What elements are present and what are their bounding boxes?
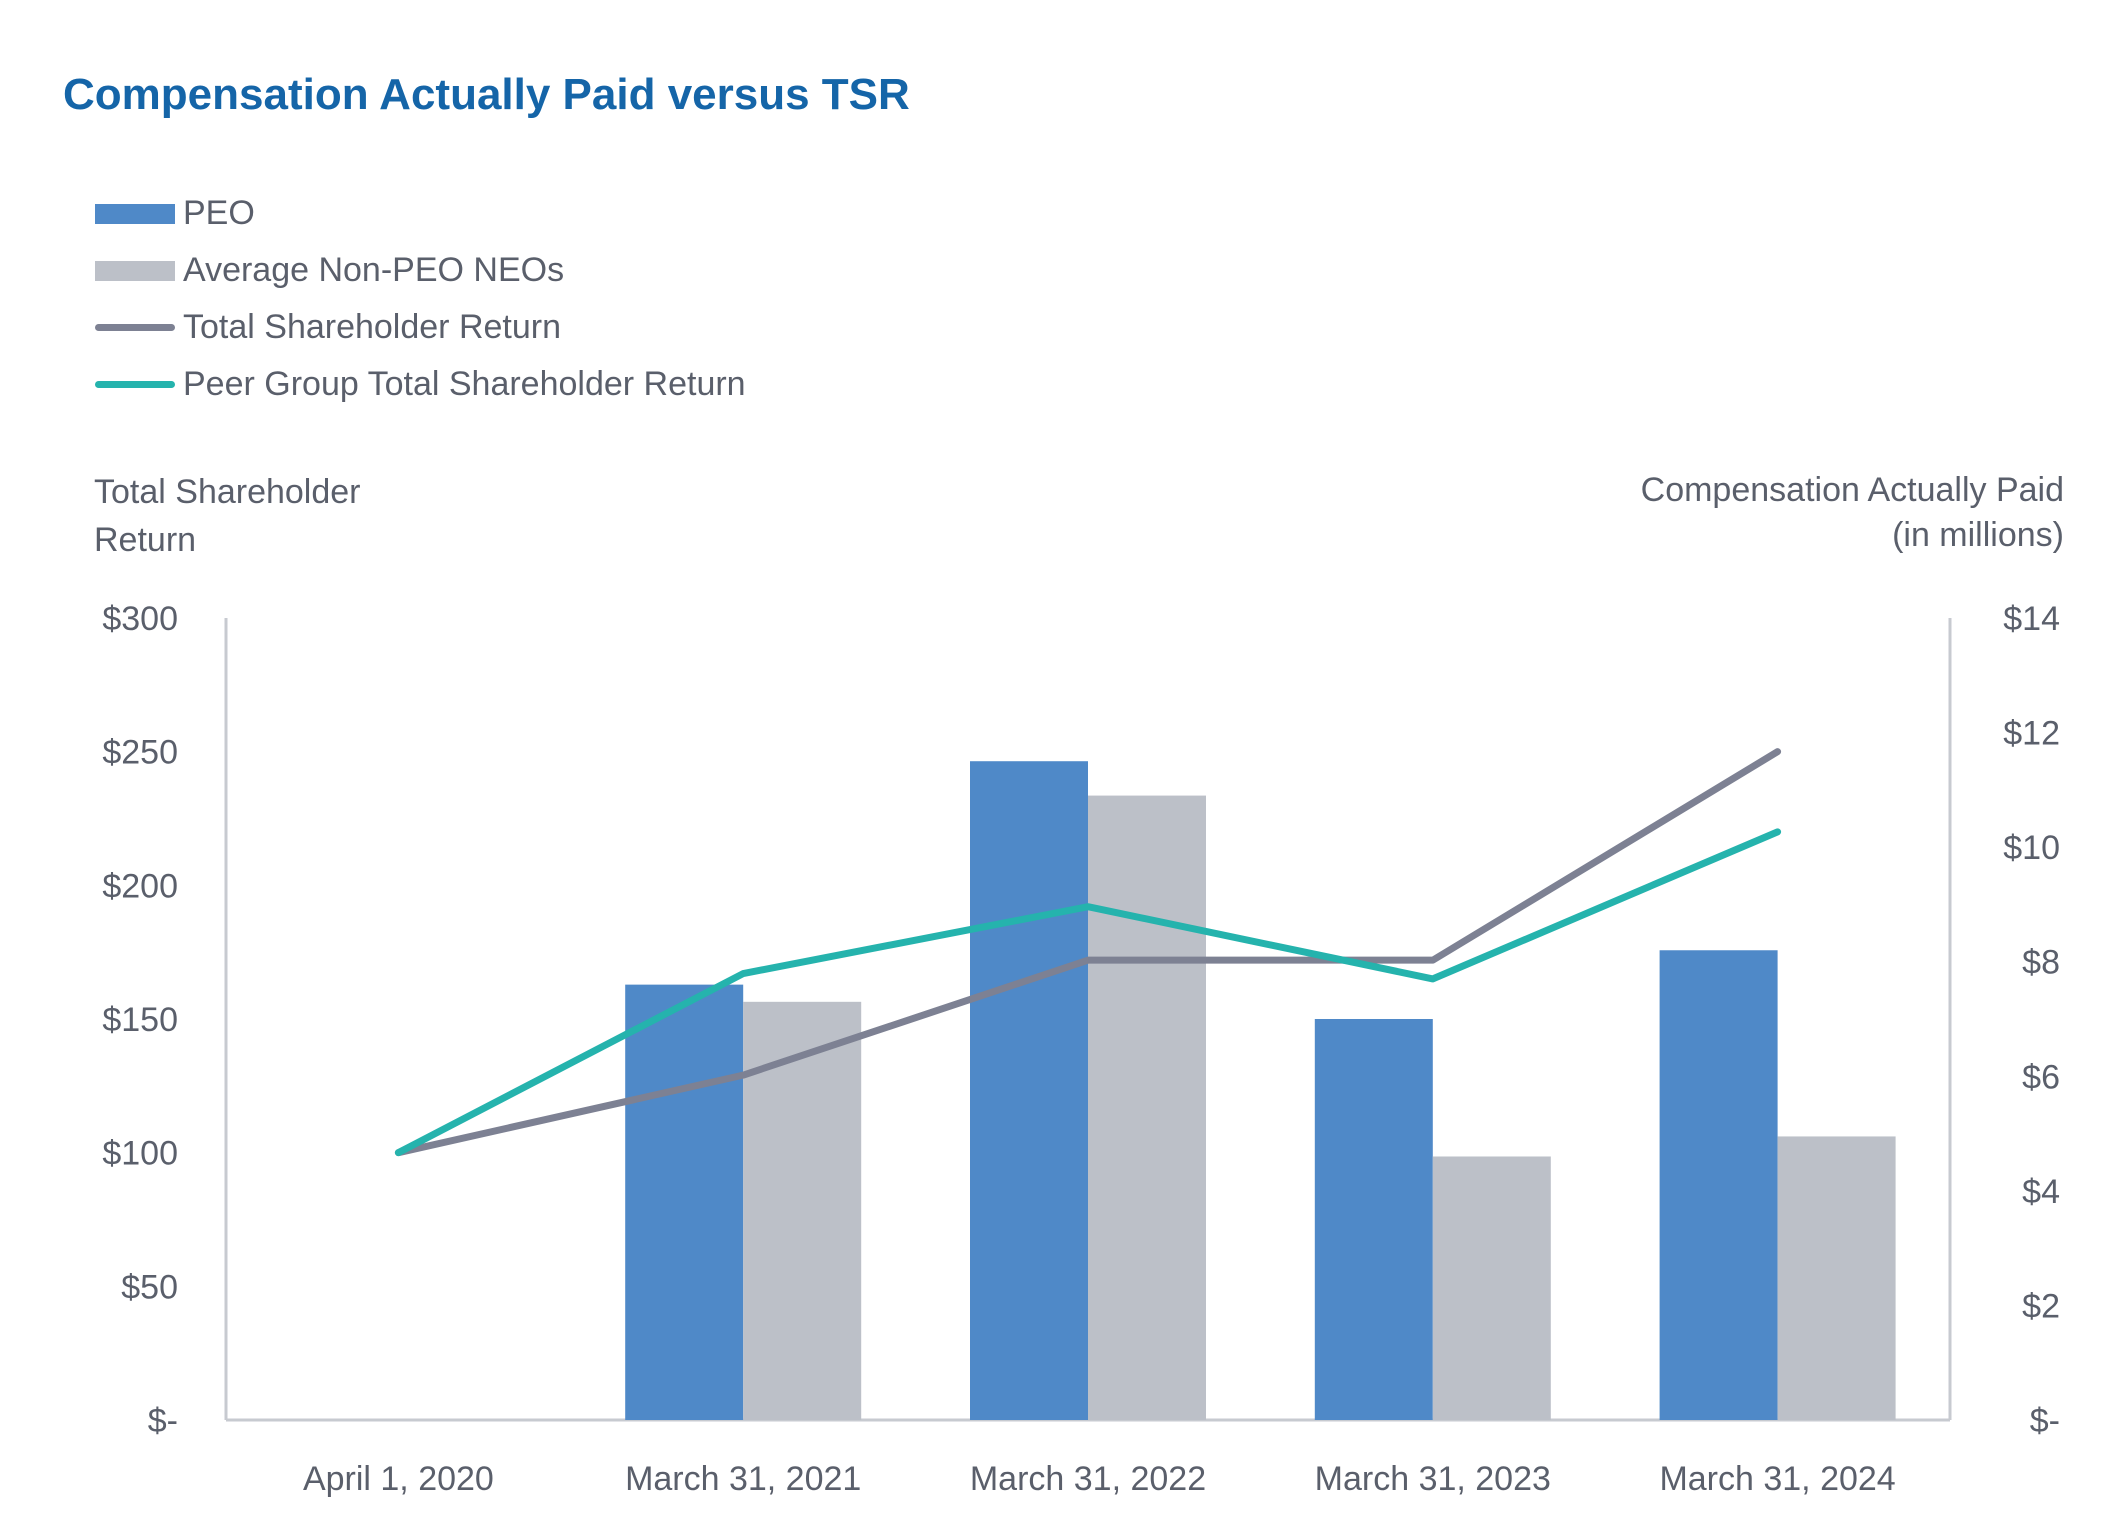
right-tick-label: $14: [2003, 600, 2060, 638]
legend: PEO Average Non-PEO NEOs Total Sharehold…: [95, 185, 746, 413]
left-tick-label: $200: [102, 867, 178, 905]
chart-title: Compensation Actually Paid versus TSR: [63, 70, 910, 119]
x-tick-label: March 31, 2021: [625, 1460, 861, 1498]
line-total-shareholder-return: [394, 748, 1782, 1157]
left-tick-label: $50: [121, 1268, 178, 1306]
right-axis-title: Compensation Actually Paid (in millions): [1464, 468, 2064, 558]
right-tick-label: $10: [2003, 829, 2060, 867]
legend-item-tsr: Total Shareholder Return: [95, 299, 746, 356]
legend-item-peer-tsr: Peer Group Total Shareholder Return: [95, 356, 746, 413]
legend-swatch-tsr: [95, 324, 175, 331]
bar-peo: [625, 984, 744, 1420]
legend-label-peo: PEO: [183, 194, 255, 232]
bar-average-non-peo-neos: [1088, 795, 1206, 1420]
left-tick-label: $-: [148, 1402, 178, 1440]
right-axis-title-line-2: (in millions): [1892, 516, 2064, 554]
right-axis-title-line-1: Compensation Actually Paid: [1640, 471, 2064, 509]
legend-swatch-peo: [95, 203, 175, 224]
legend-label-tsr: Total Shareholder Return: [183, 308, 562, 346]
bar-average-non-peo-neos: [1777, 1136, 1896, 1420]
left-axis-title: Total Shareholder Return: [94, 468, 494, 564]
right-tick-label: $8: [2022, 944, 2060, 982]
left-tick-label: $300: [102, 600, 178, 638]
legend-item-peo: PEO: [95, 185, 746, 242]
legend-swatch-peer-tsr: [95, 381, 175, 388]
right-tick-label: $6: [2022, 1058, 2060, 1096]
left-axis-title-line-1: Total Shareholder: [94, 473, 361, 511]
left-axis-title-line-2: Return: [94, 521, 197, 559]
bar-average-non-peo-neos: [1432, 1156, 1551, 1420]
line-peer-group-total-shareholder-return: [394, 828, 1782, 1157]
bar-peo: [1659, 950, 1778, 1420]
x-tick-label: March 31, 2024: [1659, 1460, 1895, 1498]
x-tick-label: March 31, 2023: [1315, 1460, 1551, 1498]
legend-swatch-non-peo: [95, 260, 175, 281]
bar-average-non-peo-neos: [743, 1001, 862, 1420]
x-tick-label: March 31, 2022: [970, 1460, 1206, 1498]
right-tick-label: $2: [2022, 1287, 2060, 1325]
left-tick-label: $100: [102, 1135, 178, 1173]
left-tick-label: $250: [102, 734, 178, 772]
legend-item-non-peo: Average Non-PEO NEOs: [95, 242, 746, 299]
right-tick-label: $-: [2030, 1402, 2060, 1440]
bar-peo: [970, 761, 1088, 1420]
legend-label-non-peo: Average Non-PEO NEOs: [183, 251, 565, 289]
right-tick-label: $12: [2003, 715, 2060, 753]
bar-peo: [1314, 1019, 1433, 1420]
x-tick-label: April 1, 2020: [303, 1460, 494, 1498]
legend-label-peer-tsr: Peer Group Total Shareholder Return: [183, 365, 746, 403]
left-tick-label: $150: [102, 1001, 178, 1039]
right-tick-label: $4: [2022, 1173, 2060, 1211]
